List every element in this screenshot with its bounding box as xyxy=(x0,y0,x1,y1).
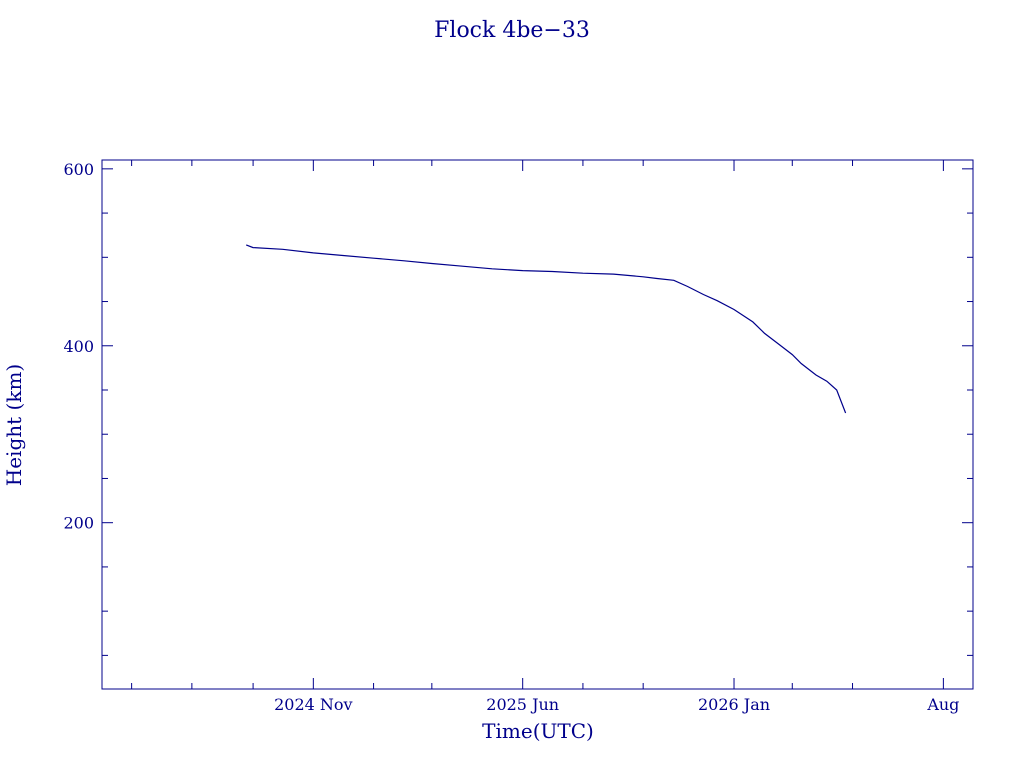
y-tick-label: 400 xyxy=(63,337,94,356)
x-tick-label: Aug xyxy=(926,695,959,714)
y-tick-label: 200 xyxy=(63,514,94,533)
x-tick-label: 2024 Nov xyxy=(274,695,352,714)
y-axis-label: Height (km) xyxy=(2,364,26,486)
plot-frame xyxy=(101,159,974,690)
tick-labels: 2024 Nov 2025 Jun 2026 Jan Aug 200 400 600 xyxy=(63,160,959,714)
x-tick-label: 2025 Jun xyxy=(486,695,559,714)
x-axis-label: Time(UTC) xyxy=(482,719,594,743)
series-line xyxy=(245,244,847,414)
axis-ticks xyxy=(102,160,973,689)
y-tick-label: 600 xyxy=(63,160,94,179)
chart-title: Flock 4be−33 xyxy=(434,18,590,43)
x-tick-label: 2026 Jan xyxy=(698,695,770,714)
